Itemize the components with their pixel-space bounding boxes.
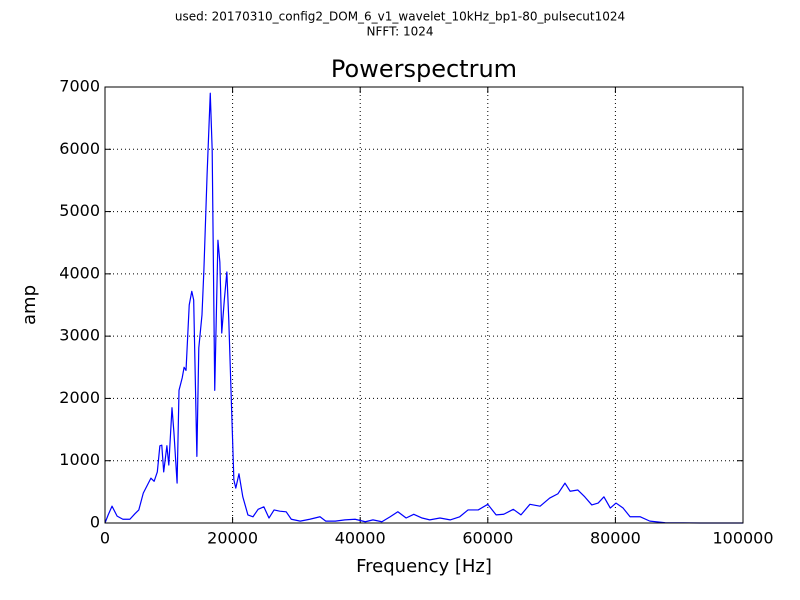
x-tick-label: 100000 [712, 529, 773, 548]
y-tick-label: 6000 [59, 139, 100, 158]
suptitle: NFFT: 1024 [367, 25, 434, 39]
y-tick-label: 3000 [59, 326, 100, 345]
spectrum-line [104, 92, 743, 524]
x-axis-label: Frequency [Hz] [356, 556, 492, 577]
y-tick-label: 5000 [59, 201, 100, 220]
x-tick-label: 20000 [207, 529, 258, 548]
y-tick-label: 7000 [59, 77, 100, 96]
x-tick-label: 80000 [590, 529, 641, 548]
y-tick-label: 2000 [59, 388, 100, 407]
y-axis-label: amp [19, 285, 40, 325]
chart-title: Powerspectrum [331, 55, 517, 83]
y-tick-label: 1000 [59, 450, 100, 469]
axes-frame [104, 86, 744, 524]
x-tick-label: 60000 [462, 529, 513, 548]
y-tick-label: 4000 [59, 263, 100, 282]
y-tick-label: 0 [90, 513, 100, 532]
suptitle: used: 20170310_config2_DOM_6_v1_wavelet_… [175, 10, 625, 24]
x-tick-label: 0 [100, 529, 110, 548]
x-tick-label: 40000 [335, 529, 386, 548]
